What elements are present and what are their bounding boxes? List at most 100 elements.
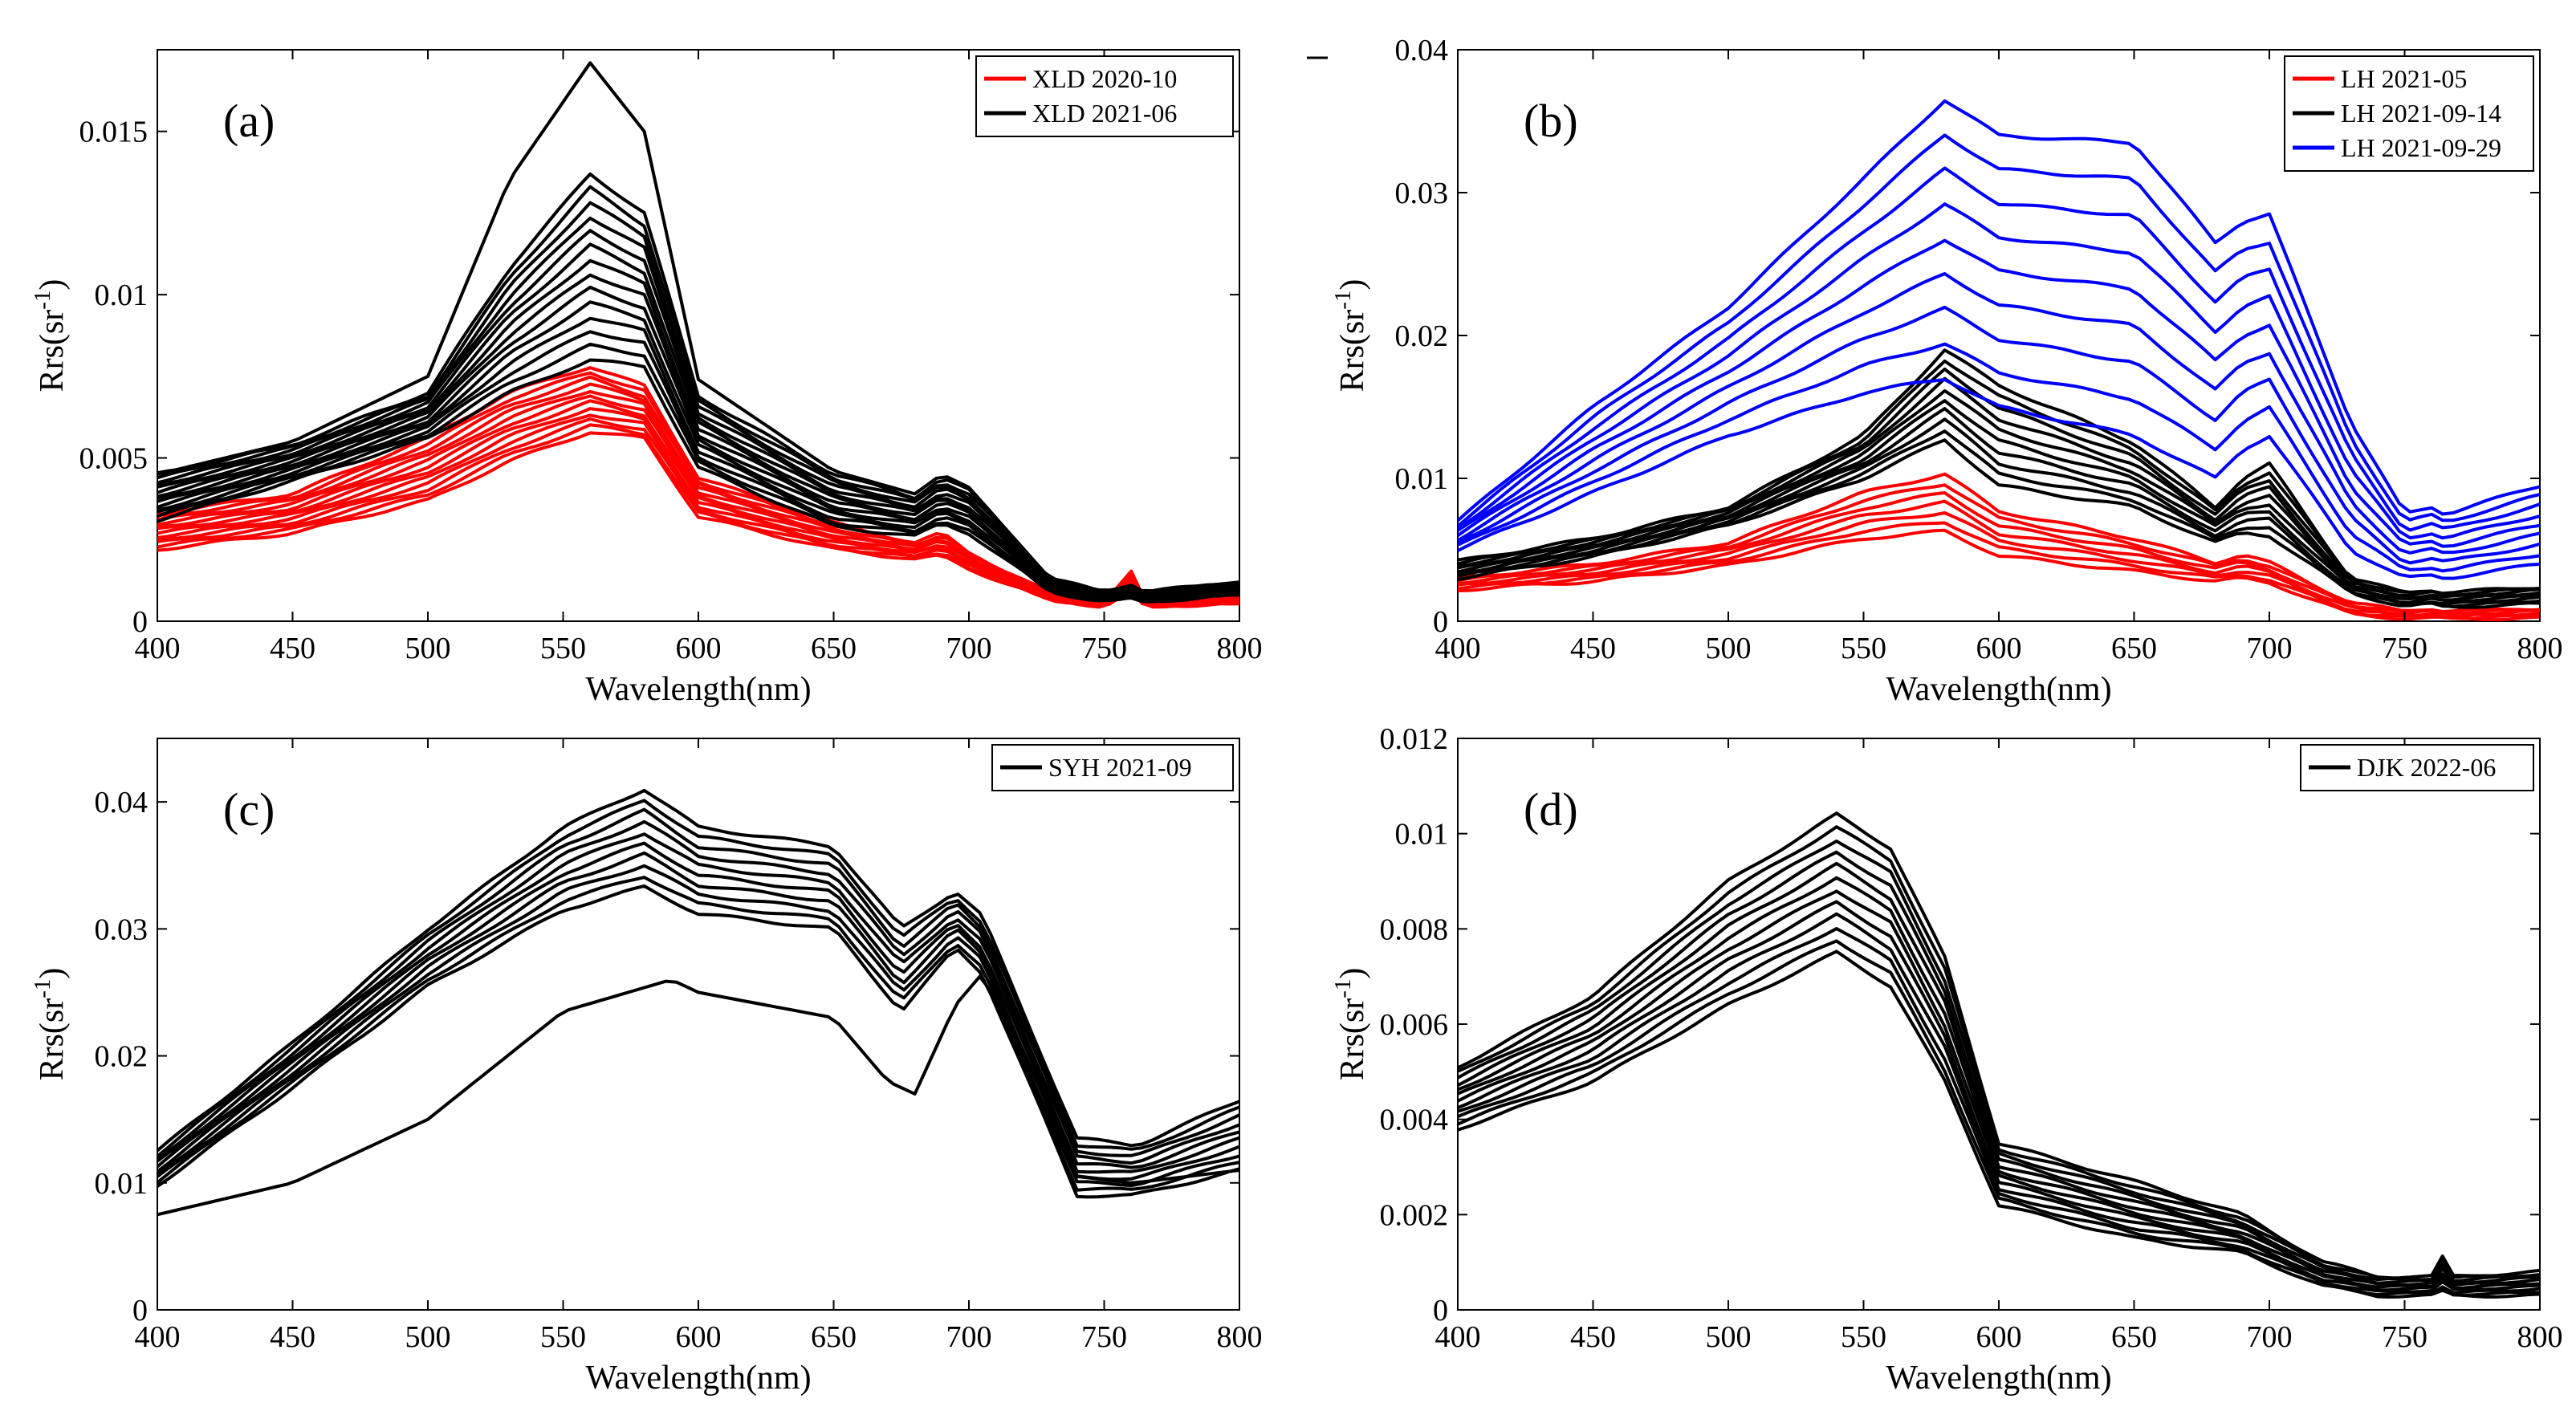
series-line	[157, 285, 1239, 600]
x-tick-label: 500	[405, 632, 451, 665]
x-tick-label: 550	[540, 632, 586, 665]
y-axis-label-main: Rrs(sr	[34, 310, 71, 392]
legend-label: LH 2021-09-29	[2341, 133, 2501, 162]
panel-b: 400 450 500 550 600 650 700 750 800 0 0.01 0.02 0.03…	[1330, 34, 2563, 708]
x-tick-label: 450	[1570, 632, 1616, 665]
y-tick-label: 0.002	[1380, 1198, 1449, 1232]
series-line	[157, 799, 1239, 1158]
series-line	[157, 185, 1239, 596]
series-line	[1458, 305, 2540, 565]
y-tick-label: 0.012	[1380, 722, 1449, 756]
y-tick-label: 0.004	[1380, 1104, 1449, 1137]
y-tick-label: 0.015	[79, 116, 149, 149]
series-line	[157, 788, 1239, 1153]
x-tick-label: 550	[540, 1320, 586, 1354]
panel-tag: (d)	[1524, 783, 1578, 836]
panel-a: 400 450 500 550 600 650 700 750 800 0 0.005 0.01 0.0…	[30, 49, 1263, 708]
legend-label: LH 2021-09-14	[2341, 99, 2501, 128]
x-tick-label: 650	[811, 1320, 857, 1354]
series-line	[1458, 889, 2540, 1291]
panel-tag: (a)	[223, 95, 275, 147]
series-line-peak-line	[157, 61, 1239, 593]
legend: XLD 2020-10 XLD 2021-06	[975, 55, 1234, 137]
x-tick-label: 650	[2111, 1320, 2157, 1354]
series-line	[1458, 272, 2540, 555]
series-line	[1458, 472, 2540, 613]
y-tick-label: 0.01	[1395, 818, 1449, 852]
legend-label: XLD 2021-06	[1032, 99, 1177, 128]
legend-label: LH 2021-05	[2341, 64, 2467, 93]
y-tick-label: 0.005	[79, 442, 149, 476]
x-tick-label: 600	[1976, 1320, 2022, 1354]
y-tick-label: 0.04	[1395, 34, 1449, 67]
y-tick-label: 0	[132, 1294, 148, 1328]
series-line	[1458, 378, 2540, 580]
series-line	[157, 300, 1239, 601]
series-line	[157, 399, 1239, 608]
y-tick-label: 0.008	[1380, 913, 1449, 946]
panel-d: 400 450 500 550 600 650 700 750 800 0 0.002 0.004 0.…	[1330, 722, 2563, 1397]
y-tick-label: 0	[132, 605, 148, 639]
series-line	[1458, 949, 2540, 1299]
series-group	[1458, 811, 2540, 1299]
series-group	[157, 788, 1239, 1217]
series-line	[1458, 399, 2540, 603]
y-axis-label-close: )	[34, 968, 71, 979]
series-line	[1458, 342, 2540, 573]
y-tick-label: 0.01	[95, 279, 149, 312]
y-axis-label-close: )	[1334, 279, 1371, 291]
series-line	[1458, 876, 2540, 1288]
x-tick-label: 400	[1435, 1320, 1481, 1354]
y-axis-label-sup: -1	[30, 291, 55, 310]
series-line	[1458, 429, 2540, 608]
series-line	[157, 342, 1239, 604]
x-tick-label: 600	[676, 632, 722, 665]
series-line-low-line	[157, 974, 1239, 1217]
series-group	[157, 61, 1239, 609]
series-line	[157, 851, 1239, 1181]
series-line	[1458, 939, 2540, 1297]
x-tick-label: 800	[2517, 632, 2563, 665]
series-line	[157, 884, 1239, 1199]
x-tick-label: 450	[270, 1320, 315, 1354]
x-tick-label: 600	[1976, 632, 2022, 665]
x-axis-label: Wavelength(nm)	[1886, 1360, 2111, 1397]
x-tick-label: 400	[135, 632, 181, 665]
x-tick-label: 800	[1217, 632, 1263, 665]
x-tick-label: 800	[1217, 1320, 1263, 1354]
x-tick-label: 700	[946, 632, 992, 665]
y-axis-label-main: Rrs(sr	[1334, 998, 1371, 1081]
x-tick-label: 650	[2111, 632, 2157, 665]
series-line	[1458, 850, 2540, 1285]
series-line	[1458, 359, 2540, 597]
series-line	[1458, 840, 2540, 1283]
x-tick-label: 500	[405, 1320, 451, 1354]
x-tick-label: 700	[2247, 632, 2293, 665]
x-tick-label: 500	[1706, 1320, 1752, 1354]
y-axis-label-sup: -1	[1330, 291, 1356, 310]
x-tick-label: 400	[1435, 632, 1481, 665]
series-line	[1458, 388, 2540, 602]
series-line	[1458, 900, 2540, 1292]
legend-label: DJK 2022-06	[2357, 753, 2496, 782]
series-line	[1458, 202, 2540, 540]
x-tick-label: 650	[811, 632, 857, 665]
y-axis-label-close: )	[1334, 968, 1371, 979]
x-tick-label: 750	[1081, 1320, 1127, 1354]
series-line	[1458, 99, 2540, 522]
x-tick-label: 550	[1841, 632, 1886, 665]
y-axis-label: Rrs(sr-1)	[1330, 968, 1371, 1081]
x-tick-label: 750	[1081, 632, 1127, 665]
y-tick-label: 0.01	[1395, 462, 1449, 496]
y-tick-label: 0	[1433, 605, 1448, 639]
y-tick-label: 0.03	[95, 913, 149, 946]
x-tick-label: 550	[1841, 1320, 1886, 1354]
x-tick-label: 400	[135, 1320, 181, 1354]
x-axis-label: Wavelength(nm)	[585, 1360, 811, 1397]
y-axis-label-sup: -1	[1330, 979, 1356, 998]
panel-tag: (b)	[1524, 95, 1578, 147]
series-line	[1458, 861, 2540, 1287]
y-axis-label-main: Rrs(sr	[34, 998, 71, 1081]
x-tick-label: 700	[946, 1320, 992, 1354]
y-tick-label: 0.02	[1395, 319, 1449, 353]
